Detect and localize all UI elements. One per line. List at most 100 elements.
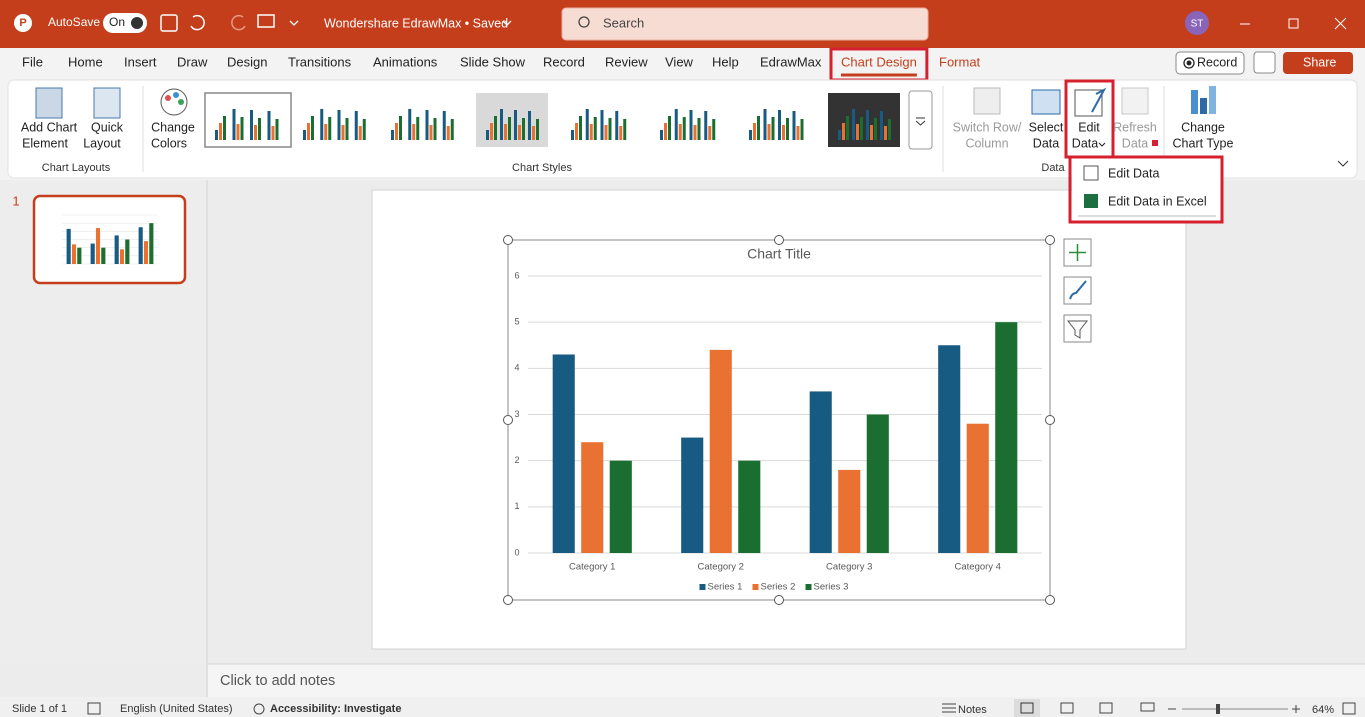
select-data-line2[interactable]: Data bbox=[1033, 136, 1059, 150]
user-avatar[interactable] bbox=[1185, 11, 1209, 35]
close-button[interactable] bbox=[1334, 17, 1347, 30]
add-chart-element-icon[interactable] bbox=[35, 87, 63, 119]
style-preview-bar bbox=[579, 116, 582, 140]
style-preview-bar bbox=[354, 111, 358, 140]
style-preview-bar bbox=[693, 125, 697, 140]
record-icon bbox=[1183, 57, 1195, 69]
resize-handle[interactable] bbox=[503, 595, 513, 605]
undo-icon[interactable] bbox=[190, 14, 205, 31]
notes-pane[interactable] bbox=[208, 664, 1365, 697]
style-preview-bar bbox=[254, 125, 257, 140]
present-icon[interactable] bbox=[257, 14, 275, 28]
share-button[interactable] bbox=[1283, 52, 1353, 74]
ribbon-tab[interactable]: Draw bbox=[177, 54, 208, 69]
style-preview-bar bbox=[593, 117, 597, 140]
ribbon-tab[interactable]: Transitions bbox=[288, 54, 352, 69]
ribbon-tab[interactable]: Slide Show bbox=[460, 54, 526, 69]
restore-button[interactable] bbox=[1288, 18, 1299, 29]
quick-layout-line1[interactable]: Quick bbox=[91, 120, 124, 134]
slideshow-button[interactable] bbox=[1140, 702, 1155, 712]
sorter-view-button[interactable] bbox=[1060, 702, 1074, 714]
user-initials: ST bbox=[1191, 19, 1204, 30]
resize-handle[interactable] bbox=[774, 595, 784, 605]
ribbon-tab[interactable]: Record bbox=[543, 54, 585, 69]
style-preview-bar bbox=[518, 125, 521, 140]
bar bbox=[681, 437, 704, 553]
y-tick-label: 5 bbox=[514, 317, 519, 327]
refresh-data-line1: Refresh bbox=[1113, 120, 1157, 134]
menu-item[interactable]: Edit Data in Excel bbox=[1108, 194, 1207, 208]
document-name[interactable]: Wondershare EdrawMax • Saved bbox=[324, 16, 508, 30]
language[interactable]: English (United States) bbox=[120, 703, 233, 715]
record-button[interactable] bbox=[1175, 51, 1245, 75]
normal-view-button[interactable] bbox=[1020, 702, 1034, 714]
ribbon-tab[interactable]: Home bbox=[68, 54, 103, 69]
zoom-thumb[interactable] bbox=[1216, 704, 1220, 714]
change-chart-type-icon[interactable] bbox=[1209, 86, 1216, 114]
reading-view-button[interactable] bbox=[1099, 702, 1113, 714]
ribbon-tab[interactable]: File bbox=[22, 54, 43, 69]
change-colors-line1[interactable]: Change bbox=[151, 120, 195, 134]
ribbon-tab[interactable]: View bbox=[665, 54, 694, 69]
ribbon-tab[interactable]: Format bbox=[939, 54, 981, 69]
ribbon-tab[interactable]: Review bbox=[605, 54, 648, 69]
ribbon-tab[interactable]: Insert bbox=[124, 54, 157, 69]
edit-data-line1[interactable]: Edit bbox=[1078, 120, 1100, 134]
slide-number: 1 bbox=[12, 193, 19, 208]
ribbon-tab[interactable]: Chart Design bbox=[841, 54, 917, 69]
change-chart-type-icon[interactable] bbox=[1191, 90, 1198, 114]
save-icon[interactable] bbox=[160, 14, 178, 32]
quick-layout-icon[interactable] bbox=[93, 87, 121, 119]
resize-handle[interactable] bbox=[503, 235, 513, 245]
fit-slide[interactable] bbox=[1342, 702, 1356, 715]
style-preview-bar bbox=[258, 118, 261, 140]
search-box[interactable] bbox=[561, 7, 929, 41]
add-chart-element-line2[interactable]: Element bbox=[22, 136, 68, 150]
search-placeholder: Search bbox=[603, 15, 644, 30]
ribbon-tab[interactable]: Help bbox=[712, 54, 739, 69]
comments-button[interactable] bbox=[1253, 51, 1276, 74]
bar bbox=[809, 391, 832, 553]
change-chart-type-line1[interactable]: Change bbox=[1181, 120, 1225, 134]
menu-item[interactable]: Edit Data bbox=[1108, 166, 1159, 180]
ribbon-collapse[interactable] bbox=[1337, 160, 1349, 167]
resize-handle[interactable] bbox=[1045, 595, 1055, 605]
ribbon-tab[interactable]: Animations bbox=[373, 54, 438, 69]
change-chart-type-line2[interactable]: Chart Type bbox=[1173, 136, 1234, 150]
select-data-line1[interactable]: Select bbox=[1029, 120, 1064, 134]
resize-handle[interactable] bbox=[1045, 235, 1055, 245]
style-preview-bar bbox=[708, 126, 712, 140]
menu-highlight bbox=[1068, 155, 1224, 224]
style-preview-bar bbox=[362, 119, 366, 140]
excel-item-icon bbox=[1084, 194, 1098, 208]
resize-handle[interactable] bbox=[1045, 415, 1055, 425]
style-preview-bar bbox=[888, 119, 891, 140]
chart-elements-button[interactable] bbox=[1063, 238, 1092, 267]
resize-handle[interactable] bbox=[503, 415, 513, 425]
normal-view-bg bbox=[1014, 699, 1040, 717]
zoom-level[interactable]: 64% bbox=[1312, 704, 1334, 716]
resize-handle[interactable] bbox=[774, 235, 784, 245]
notes-placeholder[interactable]: Click to add notes bbox=[220, 673, 335, 689]
quick-layout-line2[interactable]: Layout bbox=[83, 136, 121, 150]
style-preview-bar bbox=[450, 119, 454, 140]
style-preview-bar bbox=[615, 111, 619, 140]
accessibility[interactable]: Accessibility: Investigate bbox=[270, 703, 401, 715]
qat-customize[interactable] bbox=[289, 20, 299, 26]
select-data-icon[interactable] bbox=[1031, 89, 1061, 115]
notes-toggle[interactable]: Notes bbox=[958, 704, 987, 716]
ribbon-tab[interactable]: EdrawMax bbox=[760, 54, 822, 69]
chart-filters-button[interactable] bbox=[1063, 314, 1092, 343]
edit-data-line2[interactable]: Data bbox=[1072, 136, 1098, 150]
share-button-text: Share bbox=[1303, 55, 1336, 69]
add-chart-element-line1[interactable]: Add Chart bbox=[21, 120, 78, 134]
style-preview-bar bbox=[324, 124, 328, 140]
ribbon-tab[interactable]: Design bbox=[227, 54, 267, 69]
change-colors-line2[interactable]: Colors bbox=[151, 136, 187, 150]
style-preview-bar bbox=[870, 125, 873, 140]
bar bbox=[143, 241, 149, 264]
change-chart-type-icon[interactable] bbox=[1200, 98, 1207, 114]
zoom-in[interactable] bbox=[1292, 705, 1300, 713]
styles-more-button[interactable] bbox=[908, 90, 933, 150]
plus-icon bbox=[1069, 244, 1086, 261]
